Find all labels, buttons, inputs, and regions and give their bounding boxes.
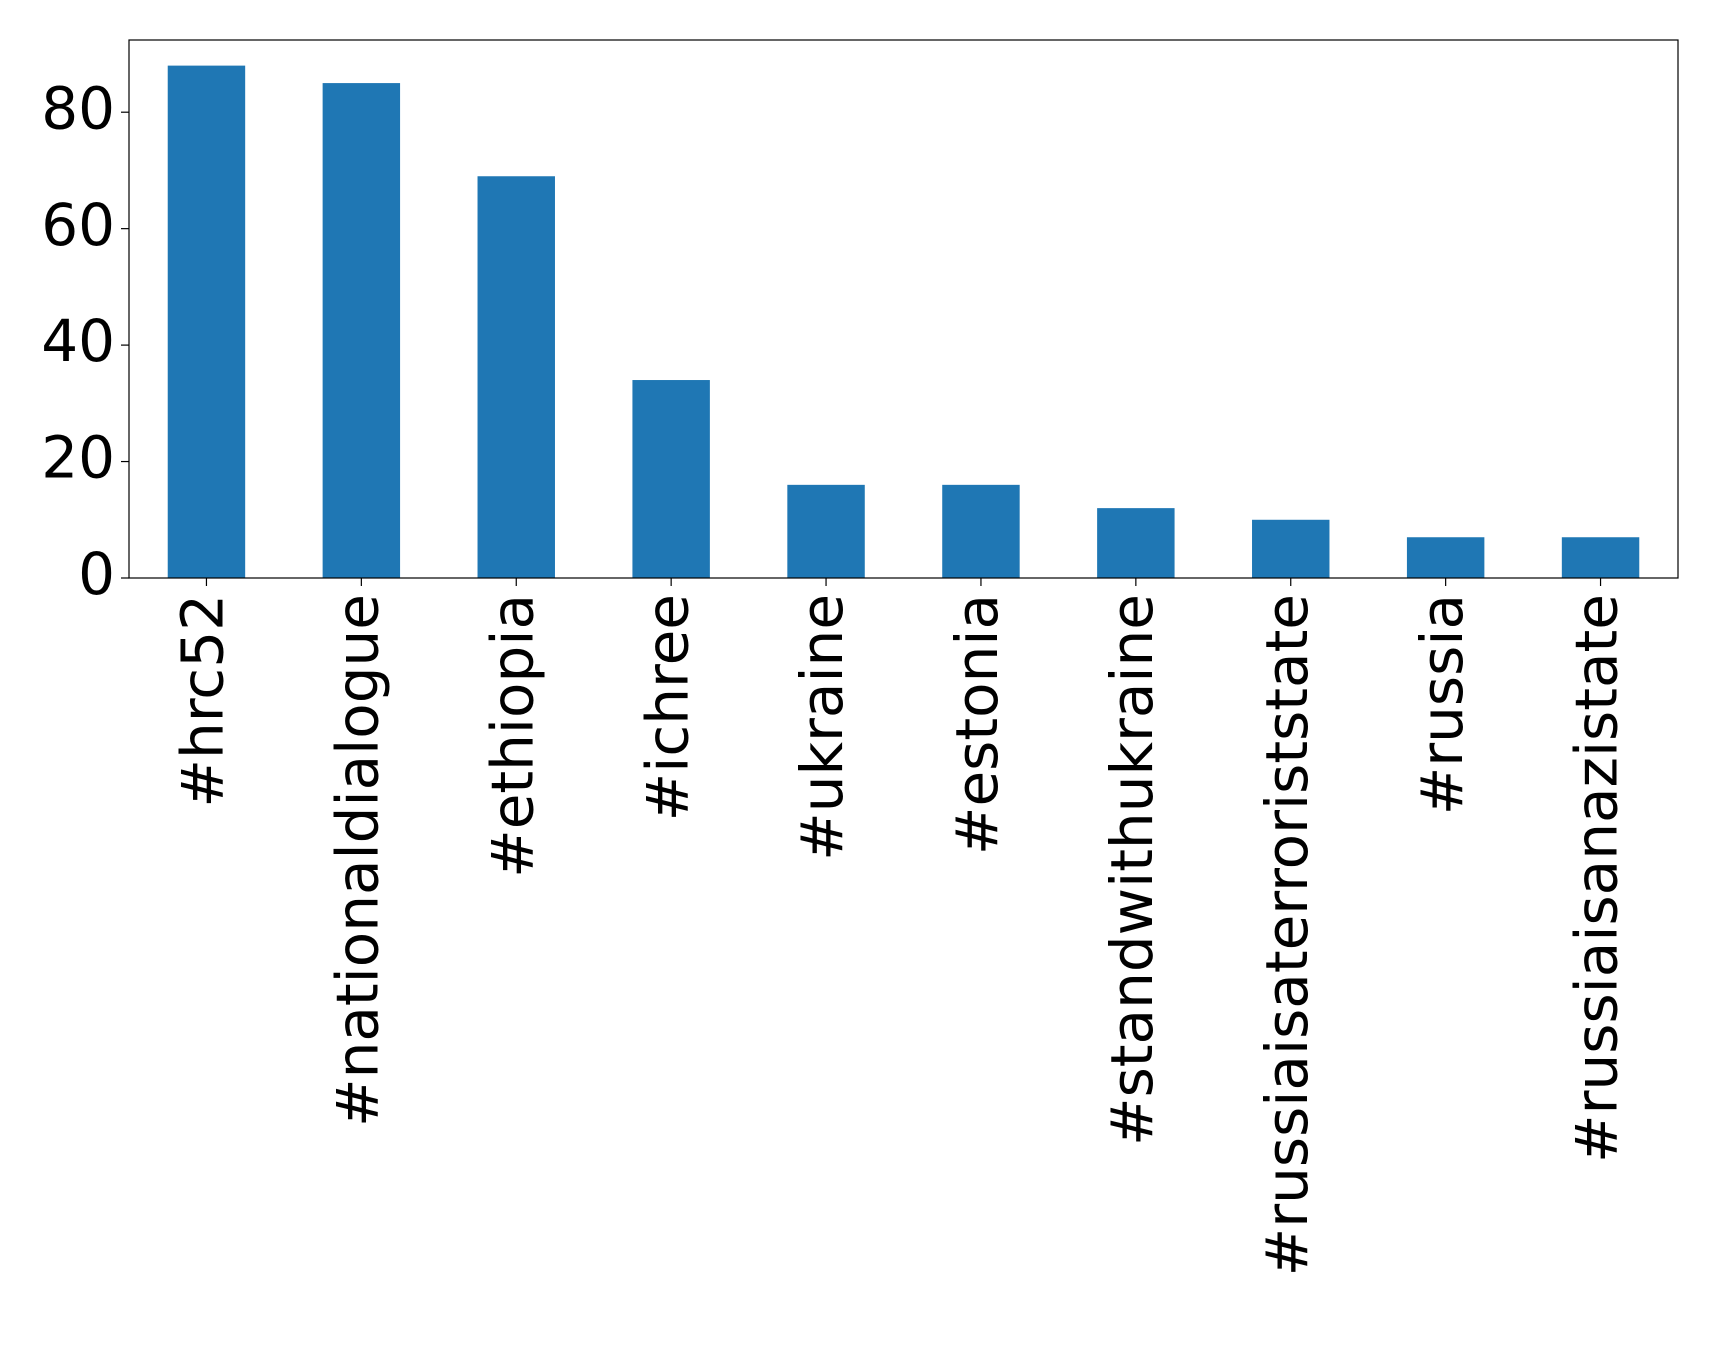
bar	[1252, 519, 1330, 578]
bar	[787, 484, 865, 578]
bar	[167, 65, 246, 579]
x-tick-label: #nationaldialogue	[323, 594, 391, 1127]
y-tick-label: 80	[41, 74, 115, 142]
bar	[942, 484, 1020, 578]
x-tick-label: #ukraine	[788, 594, 856, 861]
x-tick-label: #russia	[1408, 594, 1476, 815]
y-tick-label: 0	[78, 540, 115, 608]
x-tick-label: #standwithukraine	[1098, 594, 1166, 1146]
bar	[477, 176, 555, 578]
bar	[1097, 508, 1175, 578]
y-tick-label: 20	[41, 424, 115, 492]
bar	[632, 380, 710, 578]
bar	[1561, 537, 1640, 578]
x-tick-label: #ichree	[633, 594, 701, 821]
x-tick-label: #russiaisaterroriststate	[1253, 594, 1321, 1276]
y-tick-label: 60	[41, 191, 115, 259]
x-tick-label: #estonia	[943, 594, 1011, 855]
x-tick-label: #ethiopia	[478, 594, 546, 878]
x-tick-label: #hrc52	[169, 594, 237, 808]
bar	[1406, 537, 1485, 578]
bar	[322, 83, 401, 578]
plot-frame	[128, 39, 1679, 579]
x-tick-label: #russiaisanazistate	[1563, 594, 1631, 1163]
y-tick-label: 40	[41, 307, 115, 375]
